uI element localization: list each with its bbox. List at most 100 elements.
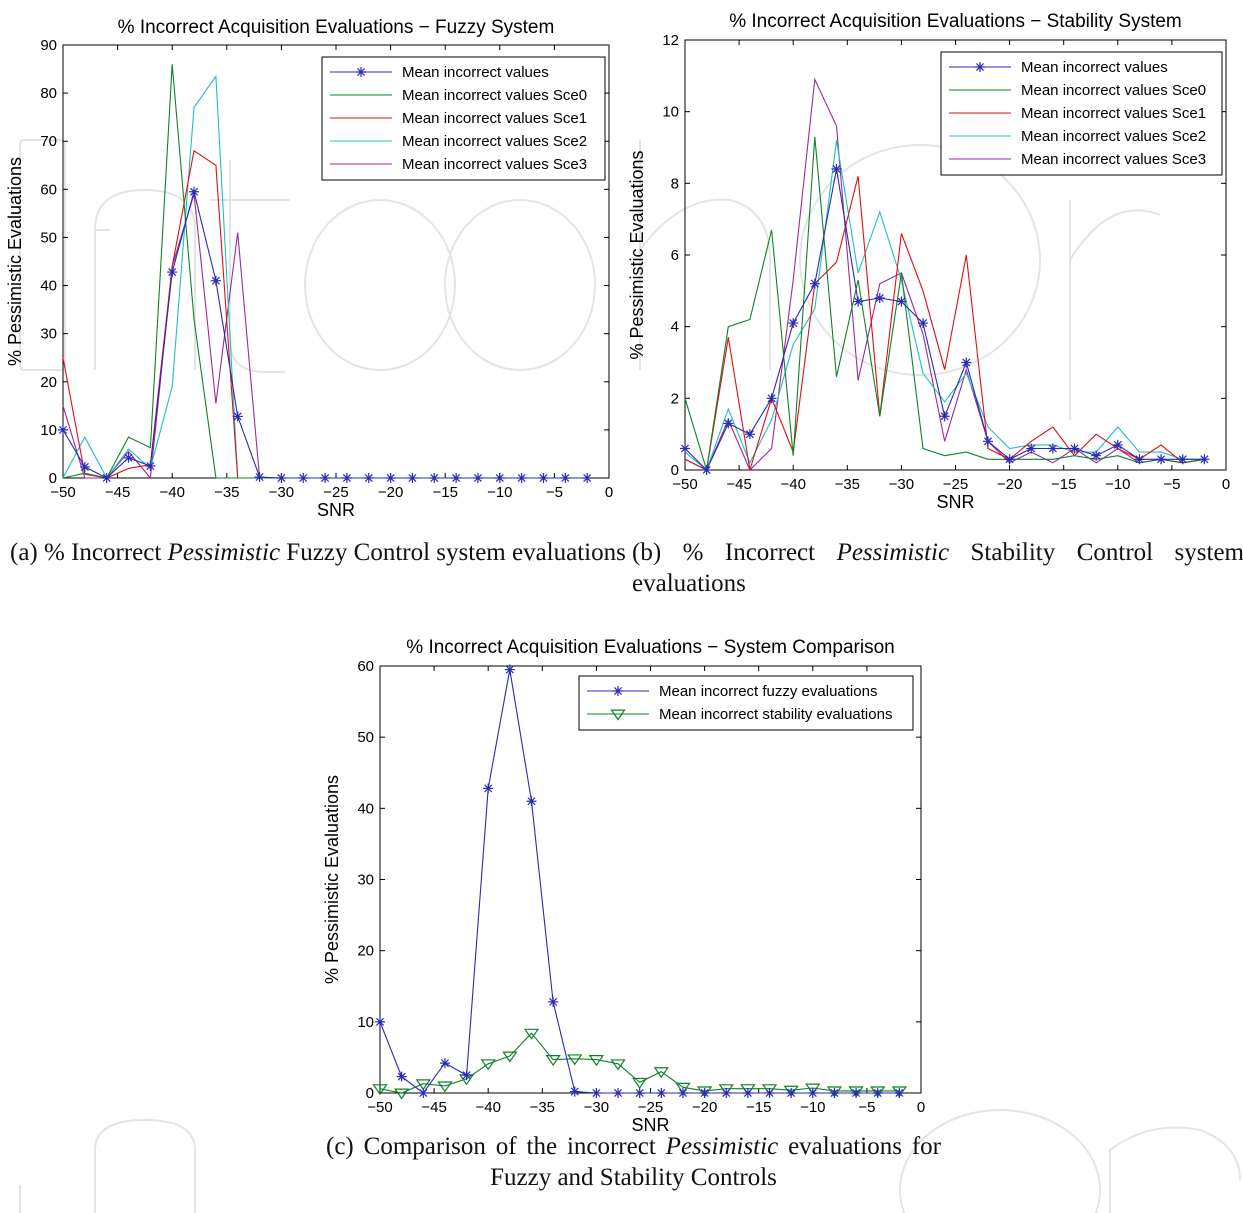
- x-tick-label: −5: [858, 1099, 875, 1116]
- caption-c-prefix: (c) Comparison of the incorrect: [326, 1133, 666, 1160]
- data-point: [826, 1086, 843, 1098]
- x-tick-label: −10: [487, 484, 512, 501]
- series-line-1: [379, 669, 900, 1094]
- legend-label: Mean incorrect values: [402, 64, 549, 81]
- series-line-1: [62, 189, 588, 479]
- data-point: [375, 1016, 385, 1027]
- y-tick-label: 50: [357, 729, 374, 746]
- data-point: [1069, 443, 1080, 454]
- chart-fuzzy-system: % Incorrect Acquisition Evaluations − Fu…: [5, 17, 613, 520]
- x-tick-label: −20: [692, 1099, 717, 1116]
- x-tick-label: −50: [367, 1099, 392, 1116]
- y-tick-label: 40: [357, 800, 374, 817]
- data-point: [418, 1088, 429, 1098]
- data-point: [494, 473, 505, 483]
- data-point: [870, 1086, 886, 1098]
- y-tick-label: 80: [40, 85, 57, 102]
- y-axis-label: % Pessimistic Evaluations: [5, 157, 25, 366]
- y-tick-label: 50: [40, 229, 57, 246]
- legend-marker: [610, 709, 626, 721]
- y-tick-label: 60: [40, 181, 57, 198]
- x-tick-label: −5: [546, 484, 563, 501]
- y-axis-label: % Pessimistic Evaluations: [627, 150, 647, 359]
- x-tick-label: −35: [530, 1099, 555, 1116]
- data-point: [1134, 454, 1145, 465]
- data-point: [764, 1088, 775, 1098]
- x-tick-label: −45: [105, 484, 130, 501]
- caption-a: (a) % Incorrect Pessimistic Fuzzy Contro…: [10, 537, 635, 568]
- data-point: [372, 1084, 388, 1096]
- legend-label: Mean incorrect values Sce2: [402, 133, 587, 150]
- x-tick-label: −5: [1163, 476, 1180, 493]
- caption-c-emphasis: Pessimistic: [665, 1133, 779, 1160]
- x-tick-label: −25: [943, 476, 968, 493]
- data-point: [1199, 454, 1210, 465]
- x-tick-label: −45: [421, 1099, 446, 1116]
- series-line-3: [684, 176, 1205, 471]
- data-point: [58, 424, 68, 435]
- data-point: [123, 452, 134, 463]
- data-point: [439, 1058, 450, 1069]
- data-point: [560, 473, 571, 483]
- data-point: [721, 1088, 732, 1098]
- data-point: [483, 783, 494, 794]
- x-tick-label: −10: [1105, 476, 1130, 493]
- legend-box: [578, 675, 914, 731]
- data-point: [461, 1070, 472, 1081]
- data-point: [939, 411, 950, 422]
- data-point: [634, 1088, 645, 1098]
- data-point: [896, 296, 907, 307]
- data-point: [699, 1088, 710, 1098]
- legend-label: Mean incorrect values Sce1: [402, 110, 587, 127]
- data-point: [829, 1088, 840, 1098]
- legend-marker: [975, 62, 985, 72]
- x-tick-label: −40: [159, 484, 184, 501]
- data-point: [786, 1088, 797, 1098]
- caption-a-emphasis: Pessimistic: [167, 539, 281, 566]
- x-axis-label: SNR: [317, 500, 355, 520]
- x-tick-label: −30: [889, 476, 914, 493]
- data-point: [167, 267, 178, 278]
- data-point: [653, 1067, 669, 1079]
- data-point: [1004, 454, 1015, 465]
- data-point: [783, 1085, 799, 1097]
- data-point: [851, 1088, 862, 1098]
- caption-c: (c) Comparison of the incorrect Pessimis…: [326, 1131, 941, 1193]
- data-point: [918, 318, 929, 329]
- caption-b-prefix: (b) % Incorrect: [632, 539, 837, 566]
- data-point: [1047, 443, 1058, 454]
- data-point: [809, 278, 820, 289]
- data-point: [79, 461, 90, 472]
- legend-label: Mean incorrect values Sce1: [1021, 105, 1206, 122]
- data-point: [632, 1077, 648, 1089]
- data-point: [874, 293, 885, 303]
- y-tick-label: 10: [40, 422, 57, 439]
- data-point: [569, 1086, 580, 1097]
- caption-a-suffix: Fuzzy Control system evaluations: [280, 539, 626, 566]
- data-point: [588, 1055, 605, 1067]
- legend-label: Mean incorrect values Sce2: [1021, 128, 1206, 145]
- data-point: [613, 1088, 624, 1098]
- data-point: [1112, 439, 1123, 450]
- data-point: [538, 473, 549, 483]
- y-tick-label: 70: [40, 133, 57, 150]
- data-point: [516, 473, 527, 483]
- x-tick-label: −20: [997, 476, 1022, 493]
- data-point: [396, 1071, 407, 1082]
- data-point: [341, 473, 352, 483]
- data-point: [189, 186, 200, 197]
- y-tick-label: 10: [357, 1014, 374, 1031]
- y-tick-label: 10: [662, 104, 679, 121]
- data-point: [1156, 454, 1167, 465]
- data-point: [853, 296, 864, 307]
- data-point: [807, 1088, 818, 1098]
- data-point: [788, 318, 799, 329]
- data-point: [415, 1079, 431, 1091]
- legend-label: Mean incorrect values Sce3: [402, 156, 587, 173]
- x-tick-label: −40: [475, 1099, 500, 1116]
- data-point: [582, 473, 593, 483]
- data-point: [680, 443, 690, 454]
- legend-label: Mean incorrect fuzzy evaluations: [659, 683, 877, 700]
- y-tick-label: 6: [671, 247, 679, 264]
